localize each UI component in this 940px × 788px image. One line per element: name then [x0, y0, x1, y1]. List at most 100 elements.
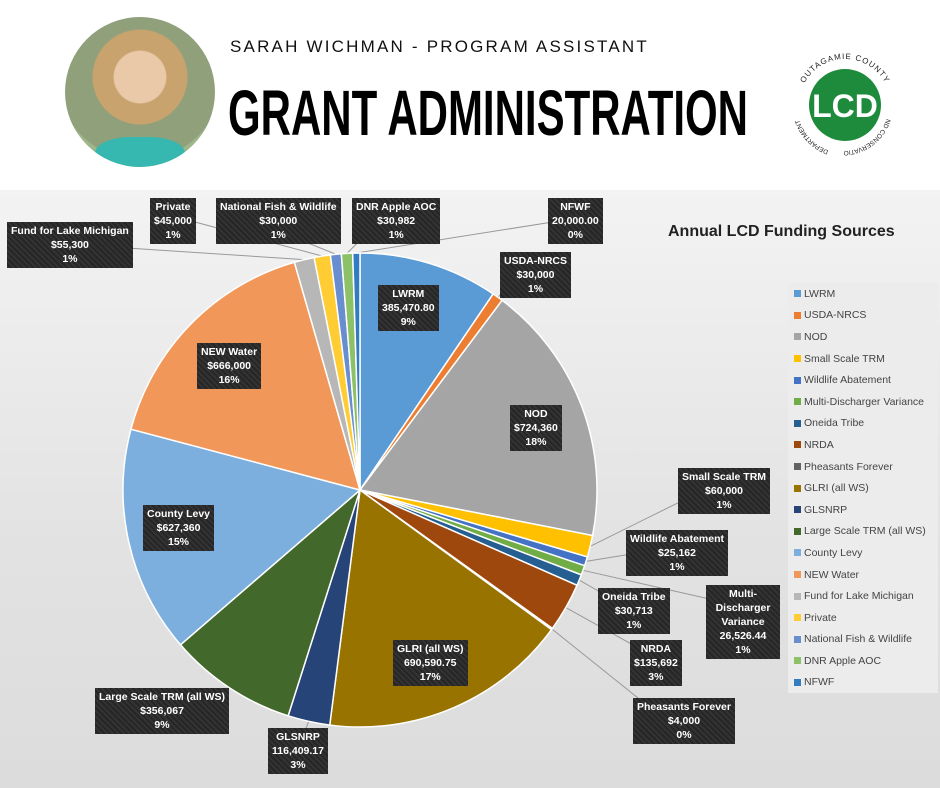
legend-item: USDA-NRCS	[788, 305, 938, 327]
data-label-value-label: $4,000	[667, 715, 701, 727]
data-label: Oneida Tribe $30,713 1%	[598, 588, 670, 634]
chart-title: Annual LCD Funding Sources	[668, 223, 895, 240]
data-label-name: NOD	[524, 408, 548, 420]
legend-swatch	[794, 376, 801, 384]
data-label-name: Large Scale TRM (all WS)	[99, 691, 226, 703]
data-label-percent: 15%	[168, 536, 190, 548]
data-label-value-label: $627,360	[156, 522, 201, 534]
legend-item: Private	[788, 607, 938, 629]
page-title: GRANT ADMINISTRATION	[228, 77, 748, 149]
legend-label: DNR Apple AOC	[804, 654, 882, 667]
legend-swatch	[794, 333, 801, 341]
legend-label: Oneida Tribe	[804, 417, 865, 430]
legend-item: NOD	[788, 326, 938, 348]
legend-swatch	[794, 571, 801, 579]
data-label-percent: 1%	[626, 619, 642, 631]
data-label-name: Oneida Tribe	[602, 591, 666, 603]
data-label-value-label: 385,470.80	[382, 302, 435, 314]
legend-item: Pheasants Forever	[788, 456, 938, 478]
legend-label: National Fish & Wildlife	[804, 633, 912, 646]
legend-item: Multi-Discharger Variance	[788, 391, 938, 413]
legend-swatch	[794, 398, 801, 406]
legend-swatch	[794, 355, 801, 363]
data-label-percent: 1%	[62, 253, 78, 265]
data-label-name: Private	[155, 201, 191, 213]
legend-item: Oneida Tribe	[788, 413, 938, 435]
data-label-percent: 18%	[525, 436, 547, 448]
legend-item: DNR Apple AOC	[788, 650, 938, 672]
legend-label: LWRM	[804, 287, 836, 300]
legend-item: NRDA	[788, 434, 938, 456]
legend-swatch	[794, 527, 801, 535]
data-label-name: GLRI (all WS)	[397, 643, 464, 655]
data-label-name: Small Scale TRM	[682, 471, 767, 483]
legend-label: NRDA	[804, 438, 834, 451]
data-label-value-label: $135,692	[634, 657, 678, 669]
legend-label: GLSNRP	[804, 503, 848, 516]
legend-item: County Levy	[788, 542, 938, 564]
legend-item: National Fish & Wildlife	[788, 629, 938, 651]
data-label: Large Scale TRM (all WS) $356,067 9%	[95, 688, 230, 734]
logo-circle	[809, 69, 881, 141]
legend-item: GLRI (all WS)	[788, 477, 938, 499]
data-label: NRDA $135,692 3%	[630, 640, 682, 686]
leader-line	[356, 217, 579, 254]
data-label: USDA-NRCS $30,000 1%	[500, 252, 571, 298]
data-label-value-label: $60,000	[705, 485, 743, 497]
logo-center: LCD	[812, 88, 878, 124]
data-label: LWRM 385,470.80 9%	[378, 285, 439, 331]
data-label: NEW Water $666,000 16%	[197, 343, 262, 389]
data-label-name: NEW Water	[201, 346, 258, 358]
data-label-name: National Fish & Wildlife	[220, 201, 337, 213]
data-label-value-label: $30,000	[516, 269, 555, 281]
data-label: Fund for Lake Michigan $55,300 1%	[7, 222, 133, 268]
data-label-percent: 9%	[154, 719, 170, 731]
data-label: NFWF 20,000.00 0%	[548, 198, 603, 244]
data-label-percent: 0%	[676, 729, 692, 741]
legend-swatch	[794, 657, 801, 665]
data-label-value-label: $30,982	[377, 215, 416, 227]
legend-swatch	[794, 311, 801, 319]
legend-label: Large Scale TRM (all WS)	[804, 525, 926, 538]
data-label-percent: 17%	[419, 671, 441, 683]
data-label-name: Wildlife Abatement	[630, 533, 725, 545]
legend-swatch	[794, 635, 801, 643]
data-label: Wildlife Abatement $25,162 1%	[626, 530, 729, 576]
data-label: NOD $724,360 18%	[510, 405, 562, 451]
legend-item: NFWF	[788, 672, 938, 694]
legend-swatch	[794, 592, 801, 600]
profile-photo	[65, 17, 215, 167]
data-label: DNR Apple AOC $30,982 1%	[352, 198, 441, 244]
data-label-percent: 1%	[527, 283, 544, 295]
data-label-name: Pheasants Forever	[637, 701, 731, 713]
data-label: County Levy $627,360 15%	[143, 505, 215, 551]
legend-item: NEW Water	[788, 564, 938, 586]
legend-swatch	[794, 506, 801, 514]
data-label-name: LWRM	[392, 288, 425, 300]
legend-label: NFWF	[804, 676, 835, 689]
data-label-percent: 1%	[716, 499, 732, 511]
lcd-logo: LCD OUTAGAMIE COUNTY LAND CONSERVATION D…	[775, 45, 891, 156]
data-label: Small Scale TRM $60,000 1%	[678, 468, 771, 514]
data-label-name: County Levy	[147, 508, 211, 520]
data-label-value-label: 20,000.00	[552, 215, 599, 227]
pie-slice-nfwf	[351, 252, 361, 491]
legend-label: Private	[804, 611, 837, 624]
pie-slice-large-scale-trm-all-ws-	[179, 487, 362, 717]
legend-label: Small Scale TRM	[804, 352, 885, 365]
data-label-name: Multi-Discharger Variance	[715, 588, 771, 628]
legend-label: NOD	[804, 330, 828, 343]
data-label-name: NFWF	[560, 201, 591, 213]
data-label-percent: 0%	[567, 229, 583, 241]
legend-item: GLSNRP	[788, 499, 938, 521]
data-label-name: USDA-NRCS	[504, 255, 567, 267]
pie-chart: Annual LCD Funding Sources LWRM USDA-NRCS…	[0, 190, 940, 788]
data-label-percent: 16%	[218, 374, 240, 386]
legend: LWRM USDA-NRCS NOD Small Scale TRM Wildlife …	[788, 283, 938, 694]
data-label-percent: 9%	[400, 316, 416, 328]
data-label: Multi-Discharger Variance 26,526.44 1%	[706, 585, 780, 659]
data-label-value-label: 690,590.75	[403, 657, 457, 669]
data-label-value-label: $30,000	[259, 215, 298, 227]
legend-item: Fund for Lake Michigan	[788, 585, 938, 607]
data-label-value-label: $55,300	[50, 239, 89, 251]
